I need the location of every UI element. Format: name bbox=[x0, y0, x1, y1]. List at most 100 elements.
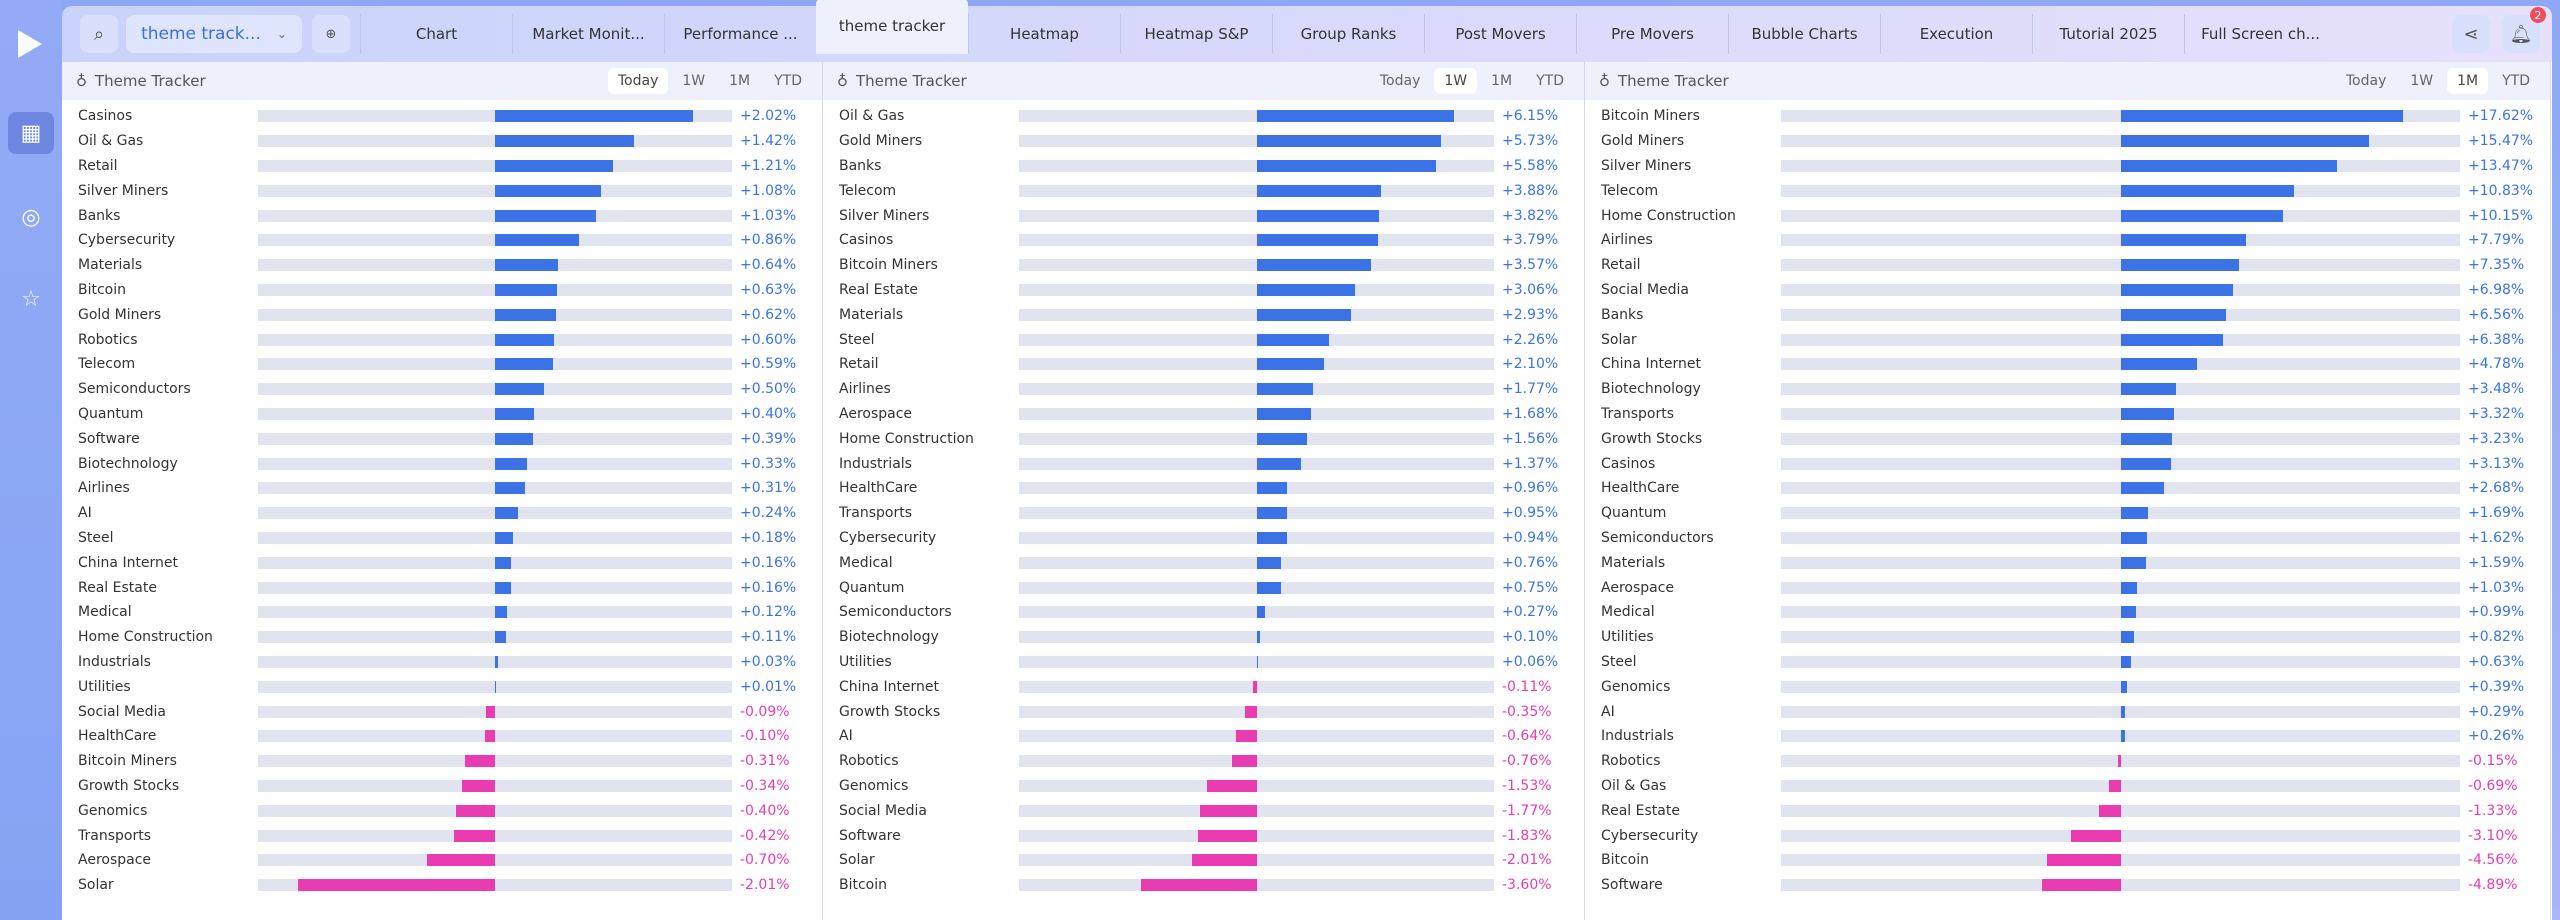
star-icon[interactable]: ☆ bbox=[21, 286, 41, 312]
theme-row[interactable]: Banks +6.56% bbox=[1585, 302, 2550, 327]
theme-row[interactable]: Retail +7.35% bbox=[1585, 253, 2550, 278]
theme-row[interactable]: Airlines +7.79% bbox=[1585, 228, 2550, 253]
theme-row[interactable]: Robotics -0.15% bbox=[1585, 749, 2550, 774]
theme-row[interactable]: Social Media -0.09% bbox=[62, 699, 822, 724]
theme-row[interactable]: HealthCare +0.96% bbox=[823, 476, 1584, 501]
period-1w[interactable]: 1W bbox=[682, 73, 706, 89]
theme-row[interactable]: Growth Stocks +3.23% bbox=[1585, 426, 2550, 451]
theme-row[interactable]: Biotechnology +0.10% bbox=[823, 625, 1584, 650]
theme-row[interactable]: Retail +1.21% bbox=[62, 154, 822, 179]
theme-row[interactable]: Real Estate +0.16% bbox=[62, 575, 822, 600]
theme-row[interactable]: Telecom +10.83% bbox=[1585, 178, 2550, 203]
period-1w[interactable]: 1W bbox=[2410, 73, 2434, 89]
period-today[interactable]: Today bbox=[1379, 73, 1421, 89]
theme-row[interactable]: Real Estate -1.33% bbox=[1585, 798, 2550, 823]
theme-row[interactable]: Quantum +1.69% bbox=[1585, 501, 2550, 526]
theme-row[interactable]: Biotechnology +3.48% bbox=[1585, 377, 2550, 402]
theme-row[interactable]: Silver Miners +13.47% bbox=[1585, 154, 2550, 179]
theme-row[interactable]: Materials +1.59% bbox=[1585, 550, 2550, 575]
bell-icon[interactable]: 🔔︎ 2 bbox=[2502, 7, 2546, 53]
radar-icon[interactable]: ◎ bbox=[21, 204, 41, 230]
theme-row[interactable]: Steel +0.63% bbox=[1585, 650, 2550, 675]
theme-row[interactable]: China Internet +4.78% bbox=[1585, 352, 2550, 377]
period-1m[interactable]: 1M bbox=[2447, 68, 2489, 94]
share-icon[interactable]: ⋖ bbox=[2452, 15, 2490, 53]
tab-bubble-charts[interactable]: Bubble Charts bbox=[1728, 14, 1880, 54]
theme-row[interactable]: Materials +2.93% bbox=[823, 302, 1584, 327]
theme-row[interactable]: Quantum +0.75% bbox=[823, 575, 1584, 600]
theme-row[interactable]: Solar +6.38% bbox=[1585, 327, 2550, 352]
theme-row[interactable]: Oil & Gas +6.15% bbox=[823, 104, 1584, 129]
search-icon[interactable]: ⌕ bbox=[80, 15, 118, 53]
theme-row[interactable]: Utilities +0.01% bbox=[62, 674, 822, 699]
theme-row[interactable]: Transports +0.95% bbox=[823, 501, 1584, 526]
theme-row[interactable]: Bitcoin Miners +3.57% bbox=[823, 253, 1584, 278]
tab-performance[interactable]: Performance ... bbox=[664, 14, 816, 54]
theme-row[interactable]: AI -0.64% bbox=[823, 724, 1584, 749]
theme-row[interactable]: China Internet -0.11% bbox=[823, 674, 1584, 699]
period-ytd[interactable]: YTD bbox=[774, 73, 802, 89]
theme-row[interactable]: Airlines +0.31% bbox=[62, 476, 822, 501]
theme-row[interactable]: Utilities +0.06% bbox=[823, 650, 1584, 675]
theme-row[interactable]: Software -4.89% bbox=[1585, 873, 2550, 898]
theme-row[interactable]: Semiconductors +1.62% bbox=[1585, 526, 2550, 551]
add-widget-icon[interactable]: ⊕ bbox=[312, 15, 350, 53]
theme-row[interactable]: Gold Miners +0.62% bbox=[62, 302, 822, 327]
theme-row[interactable]: HealthCare -0.10% bbox=[62, 724, 822, 749]
theme-row[interactable]: Transports -0.42% bbox=[62, 823, 822, 848]
theme-row[interactable]: AI +0.29% bbox=[1585, 699, 2550, 724]
theme-row[interactable]: Software +0.39% bbox=[62, 426, 822, 451]
theme-row[interactable]: Silver Miners +1.08% bbox=[62, 178, 822, 203]
theme-row[interactable]: Silver Miners +3.82% bbox=[823, 203, 1584, 228]
theme-row[interactable]: AI +0.24% bbox=[62, 501, 822, 526]
theme-row[interactable]: Cybersecurity -3.10% bbox=[1585, 823, 2550, 848]
theme-row[interactable]: Bitcoin -4.56% bbox=[1585, 848, 2550, 873]
theme-row[interactable]: Social Media +6.98% bbox=[1585, 278, 2550, 303]
theme-row[interactable]: Robotics -0.76% bbox=[823, 749, 1584, 774]
theme-row[interactable]: Bitcoin +0.63% bbox=[62, 278, 822, 303]
theme-row[interactable]: Utilities +0.82% bbox=[1585, 625, 2550, 650]
theme-row[interactable]: Aerospace +1.03% bbox=[1585, 575, 2550, 600]
period-1w[interactable]: 1W bbox=[1434, 68, 1478, 94]
theme-row[interactable]: Steel +0.18% bbox=[62, 526, 822, 551]
theme-row[interactable]: Banks +5.58% bbox=[823, 154, 1584, 179]
theme-row[interactable]: Cybersecurity +0.94% bbox=[823, 526, 1584, 551]
tab-execution[interactable]: Execution bbox=[1880, 14, 2032, 54]
theme-row[interactable]: Oil & Gas -0.69% bbox=[1585, 774, 2550, 799]
theme-row[interactable]: Casinos +3.13% bbox=[1585, 451, 2550, 476]
period-today[interactable]: Today bbox=[2345, 73, 2387, 89]
tab-post-movers[interactable]: Post Movers bbox=[1424, 14, 1576, 54]
period-1m[interactable]: 1M bbox=[1491, 73, 1513, 89]
theme-row[interactable]: Genomics -0.40% bbox=[62, 798, 822, 823]
theme-row[interactable]: Industrials +0.26% bbox=[1585, 724, 2550, 749]
theme-row[interactable]: Growth Stocks -0.35% bbox=[823, 699, 1584, 724]
theme-row[interactable]: Telecom +0.59% bbox=[62, 352, 822, 377]
tab-full-screen-ch[interactable]: Full Screen ch... bbox=[2184, 14, 2336, 54]
theme-row[interactable]: Steel +2.26% bbox=[823, 327, 1584, 352]
theme-row[interactable]: HealthCare +2.68% bbox=[1585, 476, 2550, 501]
logo-icon[interactable] bbox=[18, 30, 42, 58]
theme-row[interactable]: Telecom +3.88% bbox=[823, 178, 1584, 203]
tab-market-monit[interactable]: Market Monit... bbox=[512, 14, 664, 54]
period-ytd[interactable]: YTD bbox=[1536, 73, 1564, 89]
theme-row[interactable]: Aerospace -0.70% bbox=[62, 848, 822, 873]
theme-row[interactable]: China Internet +0.16% bbox=[62, 550, 822, 575]
theme-row[interactable]: Airlines +1.77% bbox=[823, 377, 1584, 402]
theme-row[interactable]: Solar -2.01% bbox=[62, 873, 822, 898]
theme-row[interactable]: Semiconductors +0.50% bbox=[62, 377, 822, 402]
theme-row[interactable]: Transports +3.32% bbox=[1585, 402, 2550, 427]
period-1m[interactable]: 1M bbox=[729, 73, 751, 89]
theme-row[interactable]: Bitcoin Miners +17.62% bbox=[1585, 104, 2550, 129]
theme-row[interactable]: Genomics -1.53% bbox=[823, 774, 1584, 799]
tab-tutorial-2025[interactable]: Tutorial 2025 bbox=[2032, 14, 2184, 54]
theme-row[interactable]: Bitcoin Miners -0.31% bbox=[62, 749, 822, 774]
theme-row[interactable]: Retail +2.10% bbox=[823, 352, 1584, 377]
theme-row[interactable]: Bitcoin -3.60% bbox=[823, 873, 1584, 898]
theme-row[interactable]: Casinos +2.02% bbox=[62, 104, 822, 129]
theme-row[interactable]: Materials +0.64% bbox=[62, 253, 822, 278]
theme-row[interactable]: Cybersecurity +0.86% bbox=[62, 228, 822, 253]
theme-row[interactable]: Biotechnology +0.33% bbox=[62, 451, 822, 476]
theme-row[interactable]: Medical +0.99% bbox=[1585, 600, 2550, 625]
theme-row[interactable]: Home Construction +10.15% bbox=[1585, 203, 2550, 228]
tab-heatmap-s-p[interactable]: Heatmap S&P bbox=[1120, 14, 1272, 54]
